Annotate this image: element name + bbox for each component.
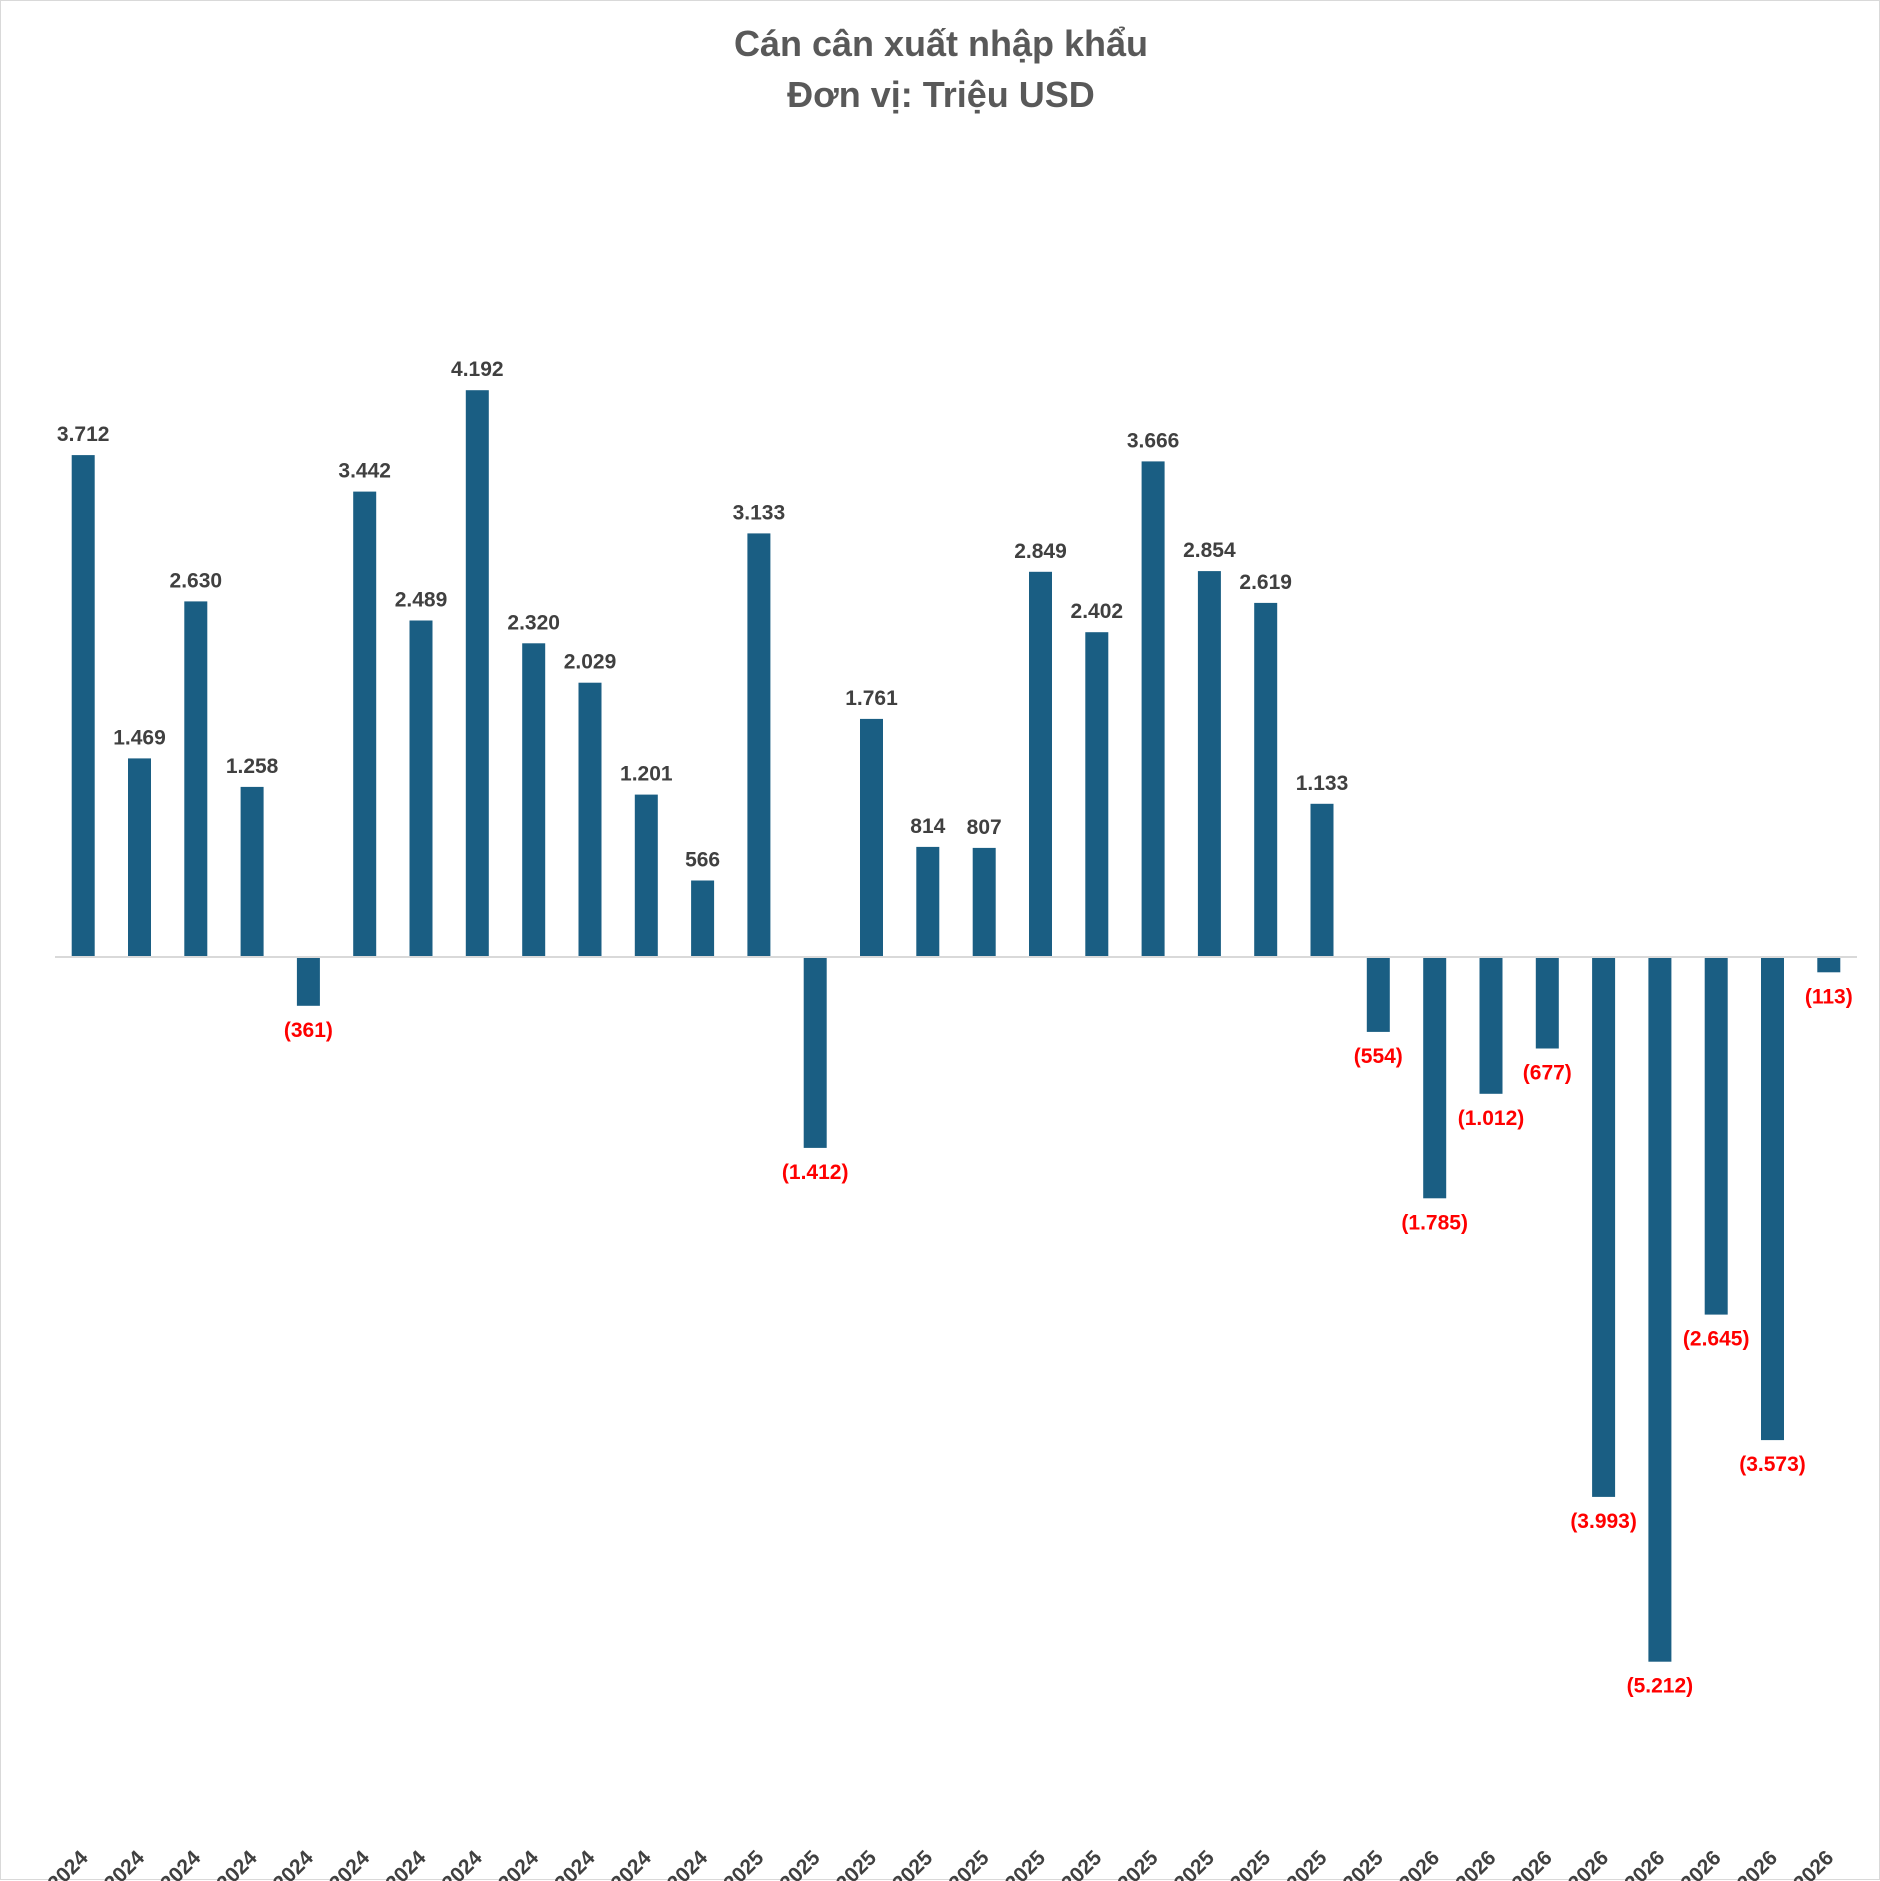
- data-label-01-2025: 3.133: [733, 501, 786, 524]
- data-label-03-2025: 1.761: [845, 687, 898, 710]
- bars-layer: [71, 390, 1841, 1662]
- data-label-07-2026: (3.573): [1739, 1453, 1806, 1476]
- data-label-04-2025: 814: [910, 815, 945, 838]
- data-label-12-2024: 566: [685, 849, 720, 872]
- bar-01-2025: [747, 533, 771, 957]
- chart-title: Cán cân xuất nhập khẩu: [734, 23, 1148, 64]
- bar-09-2024: [522, 643, 546, 957]
- bar-08-2026: [1817, 957, 1841, 973]
- bar-05-2026: [1648, 957, 1672, 1662]
- data-label-09-2024: 2.320: [507, 611, 560, 634]
- bar-08-2024: [465, 390, 489, 957]
- data-label-05-2024: (361): [284, 1019, 333, 1042]
- bar-12-2024: [691, 880, 715, 957]
- data-label-08-2024: 4.192: [451, 358, 504, 381]
- bar-02-2026: [1479, 957, 1503, 1094]
- chart-subtitle: Đơn vị: Triệu USD: [787, 74, 1095, 115]
- data-label-03-2026: (677): [1523, 1062, 1572, 1085]
- data-label-12-2025: (554): [1354, 1045, 1403, 1068]
- data-label-10-2025: 2.619: [1239, 571, 1292, 594]
- bar-07-2025: [1085, 632, 1109, 957]
- data-label-03-2024: 2.630: [170, 569, 223, 592]
- bar-02-2025: [803, 957, 827, 1148]
- bar-04-2025: [916, 846, 940, 957]
- data-label-06-2025: 2.849: [1014, 540, 1067, 563]
- data-label-08-2025: 3.666: [1127, 429, 1180, 452]
- value-labels-layer: 3.712 1.469 2.630 1.258 (361) 3.442 2.489 4.192…: [57, 358, 1853, 1698]
- bar-04-2024: [240, 786, 264, 957]
- bar-10-2024: [578, 682, 602, 957]
- bar-07-2024: [409, 620, 433, 957]
- bar-11-2024: [634, 794, 658, 957]
- bar-06-2024: [353, 491, 377, 957]
- data-label-10-2024: 2.029: [564, 651, 617, 674]
- data-label-06-2024: 3.442: [338, 460, 391, 483]
- data-label-05-2025: 807: [967, 816, 1002, 839]
- bar-05-2025: [972, 847, 996, 957]
- bar-01-2024: [71, 455, 95, 957]
- data-label-11-2024: 1.201: [620, 763, 673, 786]
- data-label-01-2024: 3.712: [57, 423, 110, 446]
- data-label-09-2025: 2.854: [1183, 539, 1236, 562]
- x-tick-label-01-2024: 01-2024: [22, 1846, 93, 1881]
- data-label-08-2026: (113): [1805, 985, 1853, 1008]
- bar-06-2025: [1029, 571, 1052, 957]
- bar-09-2025: [1197, 571, 1221, 957]
- bar-01-2026: [1423, 957, 1447, 1199]
- bar-03-2026: [1535, 957, 1559, 1049]
- bar-10-2025: [1254, 602, 1278, 957]
- bar-07-2026: [1761, 957, 1784, 1441]
- bar-08-2025: [1141, 461, 1165, 957]
- data-label-07-2025: 2.402: [1071, 600, 1124, 623]
- data-label-02-2024: 1.469: [113, 726, 166, 749]
- bar-03-2024: [184, 601, 208, 957]
- data-label-11-2025: 1.133: [1296, 772, 1349, 795]
- data-label-06-2026: (2.645): [1683, 1328, 1750, 1351]
- bar-12-2025: [1366, 957, 1390, 1032]
- data-label-02-2026: (1.012): [1458, 1107, 1525, 1130]
- data-label-05-2026: (5.212): [1627, 1675, 1694, 1698]
- bar-03-2025: [860, 718, 883, 957]
- bar-05-2024: [296, 957, 320, 1006]
- bar-11-2025: [1310, 803, 1334, 957]
- x-axis-tick-labels: 01-202402-202403-202404-202405-202406-20…: [22, 1846, 1838, 1881]
- bar-04-2026: [1592, 957, 1616, 1497]
- data-label-04-2026: (3.993): [1570, 1510, 1637, 1533]
- data-label-07-2024: 2.489: [395, 589, 448, 612]
- data-label-04-2024: 1.258: [226, 755, 279, 778]
- data-label-01-2026: (1.785): [1401, 1211, 1468, 1234]
- data-label-02-2025: (1.412): [782, 1161, 849, 1184]
- bar-02-2024: [128, 758, 151, 957]
- bar-06-2026: [1704, 957, 1728, 1315]
